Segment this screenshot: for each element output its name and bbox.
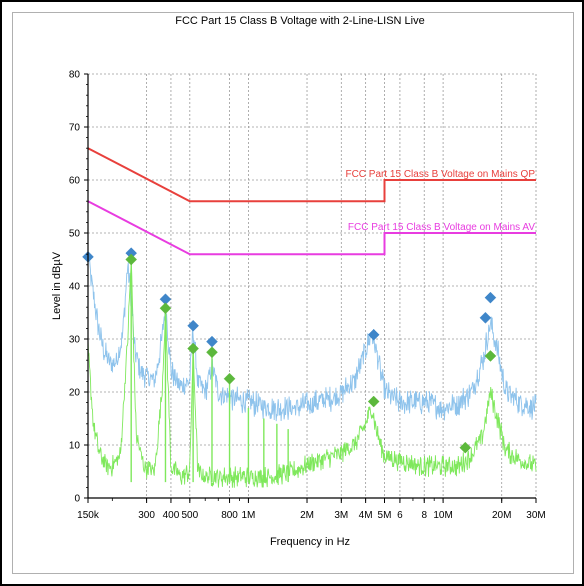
average-marker xyxy=(484,350,497,362)
y-tick-label: 10 xyxy=(69,441,81,452)
y-tick-label: 30 xyxy=(69,335,81,346)
peak-marker xyxy=(367,328,380,341)
y-tick-label: 20 xyxy=(69,388,81,399)
x-tick-label: 5M xyxy=(378,510,392,521)
series-average-trace xyxy=(87,261,537,488)
x-tick-label: 3M xyxy=(334,510,348,521)
x-tick-label: 10M xyxy=(433,510,452,521)
average-marker xyxy=(367,395,380,408)
x-tick-label: 6 xyxy=(397,510,403,521)
average-marker xyxy=(223,372,236,385)
x-tick-label: 30M xyxy=(526,510,545,521)
plot-traces xyxy=(87,147,537,488)
x-tick-label: 400 xyxy=(163,510,180,521)
plot-axes xyxy=(84,73,537,503)
y-tick-label: 50 xyxy=(69,229,81,240)
qp-limit-label: FCC Part 15 Class B Voltage on Mains QP xyxy=(345,169,535,180)
chart-panel xyxy=(12,12,574,574)
av-limit-line xyxy=(87,200,536,256)
series-peak-trace xyxy=(87,249,537,422)
average-marker xyxy=(459,441,472,454)
x-tick-label: 8 xyxy=(421,510,427,521)
average-marker xyxy=(187,342,199,355)
x-tick-label: 800 xyxy=(221,510,238,521)
x-tick-label: 4M xyxy=(359,510,373,521)
qp-limit-line xyxy=(87,147,536,203)
limit-labels: FCC Part 15 Class B Voltage on Mains QP F… xyxy=(345,169,535,233)
peak-marker xyxy=(187,319,199,332)
y-tick-label: 0 xyxy=(74,494,80,505)
y-axis-label: Level in dBµV xyxy=(51,251,63,320)
x-tick-label: 500 xyxy=(181,510,198,521)
average-marker xyxy=(125,253,138,266)
y-tick-label: 70 xyxy=(69,123,81,134)
y-tick-label: 80 xyxy=(69,70,81,81)
peak-marker xyxy=(484,291,497,304)
y-tick-label: 40 xyxy=(69,282,81,293)
x-tick-label: 300 xyxy=(138,510,155,521)
tick-labels: 0 10 20 30 40 50 60 70 80 150k 300 400 500 800 1M 2M 3M 4… xyxy=(69,70,546,522)
average-marker xyxy=(159,302,172,315)
x-tick-label: 2M xyxy=(300,510,314,521)
x-axis-label: Frequency in Hz xyxy=(270,536,350,548)
x-tick-label: 1M xyxy=(241,510,255,521)
x-tick-label: 150k xyxy=(77,510,100,521)
peak-marker xyxy=(479,311,492,324)
x-tick-label: 20M xyxy=(492,510,511,521)
average-marker xyxy=(206,346,218,359)
av-limit-label: FCC Part 15 Class B Voltage on Mains AV xyxy=(348,222,535,233)
chart-title: FCC Part 15 Class B Voltage with 2-Line-… xyxy=(175,15,424,27)
plot-grid xyxy=(87,73,537,499)
y-tick-label: 60 xyxy=(69,176,81,187)
